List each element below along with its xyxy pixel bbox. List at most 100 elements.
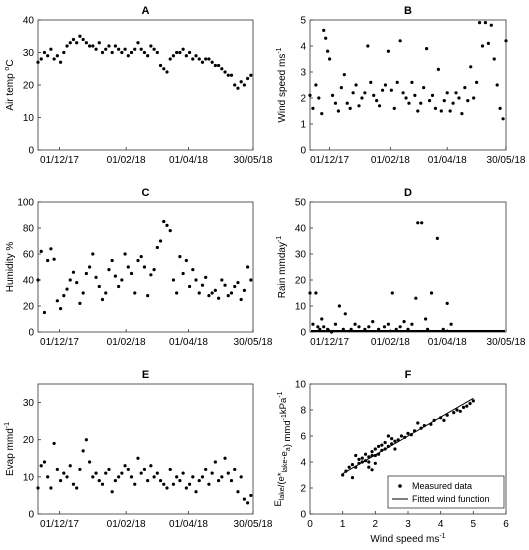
data-point: [360, 96, 364, 100]
data-point: [377, 444, 381, 448]
y-axis-label-sup: o: [4, 67, 11, 71]
data-point: [107, 467, 111, 472]
y-tick-label: 0: [28, 510, 34, 521]
data-point: [58, 478, 63, 483]
data-point: [317, 96, 321, 100]
y-axis-label-tail: C: [5, 59, 16, 66]
data-point: [229, 478, 234, 483]
data-point: [223, 456, 227, 460]
panel-title: F: [405, 369, 412, 381]
data-point: [52, 57, 56, 61]
data-point: [152, 47, 156, 51]
data-point: [489, 23, 493, 27]
data-point: [329, 330, 334, 334]
data-point: [316, 325, 320, 329]
data-point: [333, 322, 338, 326]
data-point: [416, 109, 420, 113]
data-point: [155, 245, 159, 250]
data-point: [457, 96, 461, 100]
y-tick-label: 50: [295, 198, 307, 209]
data-point: [204, 275, 208, 279]
data-point: [113, 274, 117, 278]
data-point: [424, 317, 428, 321]
data-point: [469, 65, 473, 69]
data-point: [223, 70, 227, 74]
data-point: [97, 284, 101, 289]
y-tick-label: 0: [28, 146, 34, 157]
data-point: [94, 275, 98, 279]
panel-b: B 0 1 2 3 4 5 01/12/17 01/02/18 01/04/18 30/05/18 W…: [276, 5, 526, 166]
data-point: [110, 490, 114, 494]
x-tick-label: 30/05/18: [234, 155, 273, 166]
y-tick-label: 40: [23, 16, 35, 27]
data-point: [68, 41, 72, 45]
data-point: [386, 322, 390, 326]
axes-frame: [37, 201, 254, 333]
data-point: [483, 21, 488, 25]
data-point: [372, 93, 376, 97]
data-point: [370, 450, 374, 454]
data-point: [320, 112, 324, 116]
data-point: [416, 421, 420, 425]
data-point: [75, 41, 79, 45]
panel-a: A 0 10 20 30 40 01/12/17 01/02/18 01/04/18 30/05/…: [4, 5, 273, 166]
y-axis-label-main: Wind speed ms: [277, 54, 288, 123]
data-point: [233, 467, 237, 472]
data-point: [171, 54, 176, 58]
data-point: [71, 270, 76, 274]
data-point: [149, 44, 153, 48]
data-point: [68, 278, 72, 282]
y-tick-label: 30: [295, 250, 307, 261]
data-point: [65, 44, 69, 48]
data-point: [454, 91, 458, 95]
data-point: [471, 399, 475, 403]
data-point: [39, 249, 43, 253]
panel-title: B: [404, 5, 412, 17]
data-point: [139, 255, 143, 259]
y-axis-label-part: -1: [281, 414, 288, 420]
data-point: [239, 475, 243, 479]
data-point: [435, 236, 439, 240]
data-point: [142, 467, 147, 472]
data-point: [347, 465, 351, 469]
data-point: [165, 70, 169, 74]
data-point: [113, 478, 117, 483]
y-tick-label: 2: [300, 94, 306, 105]
data-point: [486, 41, 490, 46]
panel-title: C: [142, 187, 150, 199]
x-tick-label: 30/05/18: [234, 519, 273, 530]
data-point: [390, 291, 394, 295]
x-tick-label: 01/02/18: [371, 155, 410, 166]
data-point: [36, 486, 40, 490]
data-point: [197, 57, 201, 61]
x-tick-label: 01/12/17: [40, 337, 79, 348]
data-point: [349, 327, 353, 331]
data-point: [217, 63, 221, 68]
data-point: [363, 327, 367, 331]
data-point: [220, 67, 224, 71]
data-point: [386, 49, 390, 53]
data-point: [308, 93, 312, 97]
y-tick-label: 0: [300, 510, 306, 521]
data-point: [433, 106, 438, 110]
x-tick-label: 01/04/18: [169, 519, 208, 530]
data-point: [342, 73, 346, 77]
data-point: [311, 106, 315, 110]
data-point: [146, 54, 150, 58]
data-point: [239, 297, 243, 302]
y-tick-label: 10: [295, 380, 307, 391]
y-tick-label: 10: [23, 472, 35, 483]
y-axis-label-sup: -1: [276, 236, 283, 242]
data-point: [242, 497, 246, 501]
data-point: [152, 475, 156, 479]
data-point: [46, 258, 50, 263]
data-point: [492, 57, 496, 61]
data-point: [477, 21, 482, 25]
data-point: [175, 50, 179, 55]
y-tick-label: 3: [300, 68, 306, 79]
data-point: [367, 465, 371, 469]
data-point: [311, 322, 315, 326]
data-point: [363, 452, 368, 456]
data-point: [350, 476, 355, 480]
data-point: [461, 405, 466, 409]
